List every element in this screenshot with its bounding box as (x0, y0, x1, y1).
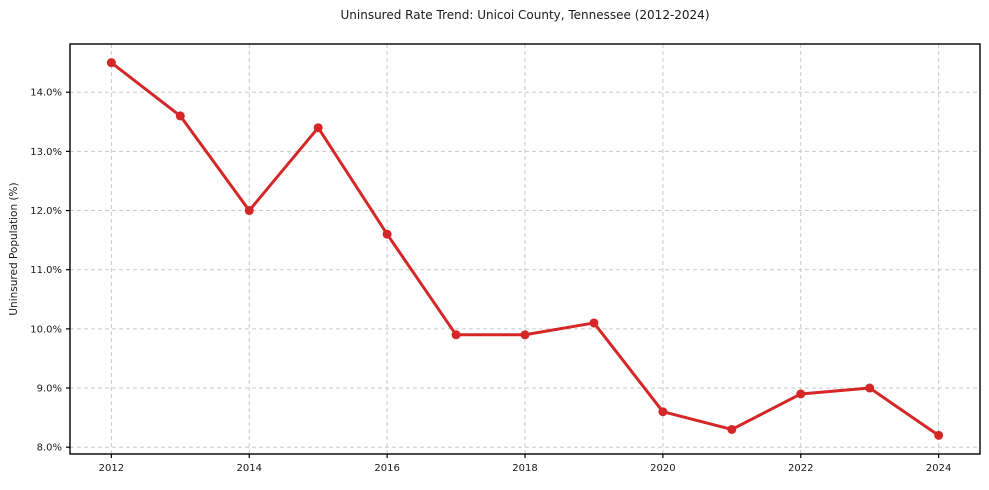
data-point (106, 58, 116, 68)
x-tick-label: 2012 (99, 463, 124, 474)
y-tick-label: 9.0% (37, 384, 62, 395)
y-tick-label: 13.0% (30, 147, 62, 158)
y-tick-label: 8.0% (37, 443, 62, 454)
x-axis: 2012 2014 2016 2018 2020 2022 2024 (99, 454, 951, 474)
data-point (520, 330, 530, 340)
x-tick-label: 2024 (926, 463, 951, 474)
plot-border (69, 43, 981, 455)
y-tick-label: 10.0% (30, 324, 62, 335)
y-tick-label: 12.0% (30, 206, 62, 217)
x-tick-label: 2016 (374, 463, 399, 474)
data-point (589, 318, 599, 328)
x-tick-label: 2020 (650, 463, 675, 474)
data-point (865, 383, 875, 393)
data-point (658, 407, 668, 417)
y-tick-label: 14.0% (30, 88, 62, 99)
gridlines (70, 44, 980, 454)
data-point (382, 229, 392, 239)
data-point (244, 206, 254, 216)
data-point (727, 424, 737, 434)
chart-title: Uninsured Rate Trend: Unicoi County, Ten… (340, 8, 710, 22)
data-point (313, 123, 323, 133)
x-tick-label: 2014 (237, 463, 262, 474)
data-point (796, 389, 806, 399)
y-axis: 8.0% 9.0% 10.0% 11.0% 12.0% 13.0% 14.0% (30, 88, 70, 454)
data-points (106, 58, 944, 440)
data-point (451, 330, 461, 340)
y-tick-label: 11.0% (30, 265, 62, 276)
x-tick-label: 2022 (788, 463, 813, 474)
x-tick-label: 2018 (512, 463, 537, 474)
data-point (934, 430, 944, 440)
data-point (175, 111, 185, 121)
